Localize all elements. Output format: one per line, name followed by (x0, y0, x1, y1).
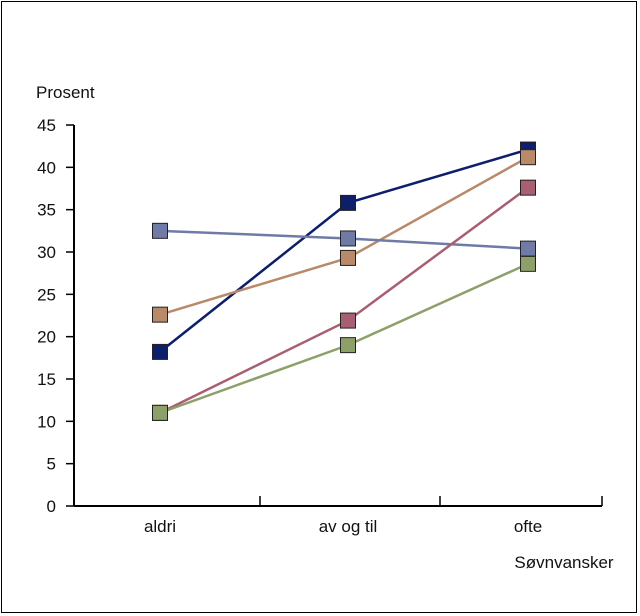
data-point-marker (340, 194, 356, 211)
x-tick-label: av og til (319, 517, 378, 536)
series-markers (152, 141, 536, 421)
y-tick-label: 5 (47, 455, 56, 474)
data-point-marker (520, 240, 536, 257)
data-point-marker (520, 149, 536, 166)
y-tick-label: 40 (37, 158, 56, 177)
y-tick-label: 20 (37, 328, 56, 347)
data-point-marker (340, 312, 356, 329)
y-tick-label: 15 (37, 370, 56, 389)
y-tick-label: 0 (47, 497, 56, 516)
y-tick-label: 30 (37, 243, 56, 262)
data-point-marker (152, 306, 168, 323)
data-point-marker (340, 230, 356, 247)
data-point-marker (152, 404, 168, 421)
data-point-marker (152, 222, 168, 239)
y-tick-label: 25 (37, 285, 56, 304)
series-line (159, 186, 529, 414)
data-point-marker (520, 255, 536, 272)
y-tick-label: 45 (37, 116, 56, 135)
data-point-marker (340, 249, 356, 266)
y-axis-title: Prosent (36, 83, 95, 102)
x-axis-title: Søvnvansker (514, 553, 614, 572)
data-point-marker (152, 343, 168, 360)
data-point-marker (520, 179, 536, 196)
y-tick-label: 10 (37, 412, 56, 431)
x-tick-label: aldri (144, 517, 176, 536)
data-point-marker (340, 337, 356, 354)
axes: 0 5 10 15 20 25 30 35 40 45 aldri av og til ofte (37, 116, 603, 536)
x-tick-label: ofte (514, 517, 542, 536)
y-tick-label: 35 (37, 201, 56, 220)
series-lines (159, 148, 529, 415)
